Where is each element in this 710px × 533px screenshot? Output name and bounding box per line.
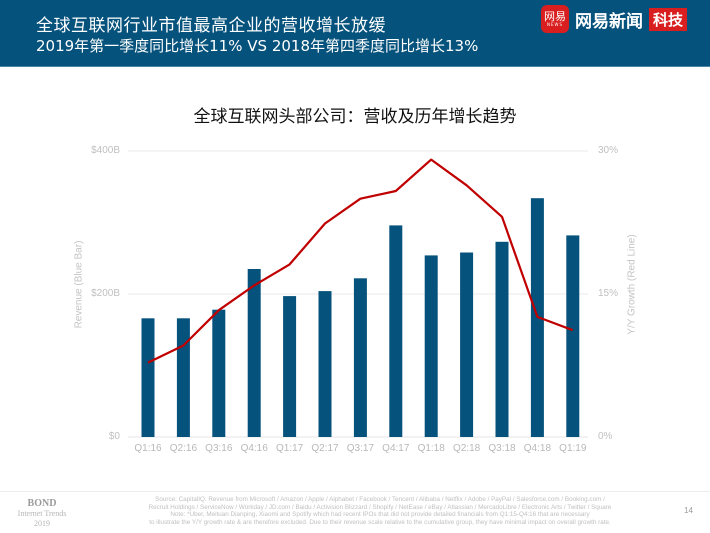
revenue-bar <box>212 309 226 437</box>
revenue-bar <box>353 278 367 437</box>
revenue-bar <box>318 291 332 437</box>
source-line: Recruit Holdings / ServiceNow / Workday … <box>148 503 612 511</box>
x-tick-label: Q4:16 <box>240 443 268 454</box>
revenue-bar <box>283 296 297 437</box>
growth-line <box>147 158 574 364</box>
x-tick-label: Q1:17 <box>275 443 304 454</box>
x-tick-label: Q3:16 <box>205 443 233 454</box>
revenue-bar <box>389 225 403 437</box>
x-tick-label: Q1:19 <box>559 443 587 454</box>
headline-subtitle: 2019年第一季度同比增长11% VS 2018年第四季度同比增长13% <box>36 37 479 55</box>
chart-title: 全球互联网头部公司：营收及历年增长趋势 <box>193 107 517 127</box>
bond-subtitle: Internet Trends <box>17 509 67 518</box>
x-tick-label: Q3:17 <box>346 443 375 454</box>
x-tick-label: Q1:18 <box>417 443 445 454</box>
x-tick-label: Q2:18 <box>452 443 481 454</box>
source-note: Source: CapitalIQ. Revenue from Microsof… <box>100 496 660 526</box>
footer-divider <box>0 491 710 492</box>
revenue-bar <box>460 252 474 437</box>
revenue-bars <box>141 198 580 437</box>
revenue-bar <box>141 318 155 437</box>
bond-title: BOND <box>27 498 57 509</box>
logo-subtext: NEWS <box>546 22 563 27</box>
x-tick-label: Q3:18 <box>488 443 516 454</box>
page-number: 14 <box>684 506 693 515</box>
x-tick-label: Q2:17 <box>311 443 339 454</box>
revenue-bar <box>247 269 261 437</box>
x-tick-label: Q2:16 <box>169 443 198 454</box>
brand-block: 网易 NEWS 网易新闻 科技 <box>541 5 688 33</box>
y-tick-right-0: 0% <box>598 431 613 442</box>
source-line: Source: CapitalIQ. Revenue from Microsof… <box>155 496 605 503</box>
x-tick-label: Q1:16 <box>134 443 162 454</box>
x-tick-label: Q4:17 <box>382 443 410 454</box>
header-divider <box>0 66 710 67</box>
brand-name: 网易新闻 <box>575 11 643 32</box>
y-tick-left-0: $0 <box>108 431 120 442</box>
bond-year: 2019 <box>34 519 50 528</box>
y-tick-left-400: $400B <box>91 145 120 156</box>
revenue-bar <box>176 318 190 437</box>
revenue-bar <box>566 235 580 437</box>
y-tick-right-15: 15% <box>598 288 619 299</box>
netease-logo-icon: 网易 NEWS <box>541 5 569 33</box>
bond-logo: BOND Internet Trends 2019 <box>0 498 84 529</box>
source-line: Note: *Uber, Meituan Dianping, Xiaomi an… <box>170 511 590 519</box>
brand-tag: 科技 <box>649 7 688 31</box>
y-tick-right-30: 30% <box>598 145 619 156</box>
revenue-bar <box>424 255 438 437</box>
logo-text: 网易 <box>544 10 566 23</box>
y-tick-left-200: $200B <box>91 288 120 299</box>
source-line: to illustrate the Y/Y growth rate & are … <box>149 518 611 526</box>
header-banner: 全球互联网行业市值最高企业的营收增长放缓 2019年第一季度同比增长11% VS… <box>0 0 710 66</box>
x-tick-label: Q4:18 <box>523 443 552 454</box>
headline-title: 全球互联网行业市值最高企业的营收增长放缓 <box>36 16 386 36</box>
revenue-bar <box>495 241 509 437</box>
